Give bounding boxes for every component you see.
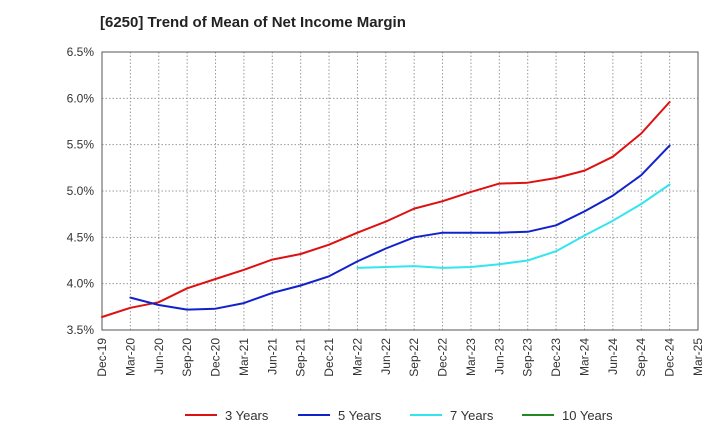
x-tick-label: Dec-23	[549, 338, 563, 377]
y-tick-label: 6.0%	[67, 91, 95, 105]
x-tick-label: Mar-22	[350, 338, 364, 376]
x-tick-label: Dec-21	[322, 338, 336, 377]
legend-label-7-years: 7 Years	[450, 408, 494, 423]
x-tick-label: Mar-25	[691, 338, 705, 376]
x-tick-label: Mar-20	[123, 338, 137, 376]
series-line-7-years	[356, 183, 671, 269]
series-layer	[101, 101, 671, 318]
axis-layer: 3.5% 4.0% 4.5% 5.0% 5.5% 6.0% 6.5% Dec-19 Mar-20…	[67, 45, 705, 377]
x-tick-label: Sep-20	[180, 338, 194, 377]
x-tick-label: Sep-22	[407, 338, 421, 377]
y-tick-label: 3.5%	[67, 323, 95, 337]
x-tick-label: Dec-19	[95, 338, 109, 377]
x-tick-label: Sep-23	[521, 338, 535, 377]
y-tick-label: 6.5%	[67, 45, 95, 59]
x-tick-label: Dec-24	[663, 338, 677, 377]
legend-label-5-years: 5 Years	[338, 408, 382, 423]
y-tick-label: 4.0%	[67, 277, 95, 291]
y-tick-label: 5.5%	[67, 138, 95, 152]
x-tick-label: Jun-20	[152, 338, 166, 375]
plot-frame	[101, 51, 699, 331]
x-tick-label: Jun-21	[265, 338, 279, 375]
grid-layer	[101, 51, 699, 331]
legend-label-10-years: 10 Years	[562, 408, 613, 423]
series-line-3-years	[101, 101, 671, 318]
x-tick-label: Mar-23	[464, 338, 478, 376]
legend: 3 Years 5 Years 7 Years 10 Years	[185, 408, 613, 423]
x-tick-label: Sep-24	[634, 338, 648, 377]
x-tick-label: Mar-24	[577, 338, 591, 376]
chart-title: [6250] Trend of Mean of Net Income Margi…	[100, 14, 406, 31]
x-tick-label: Jun-23	[492, 338, 506, 375]
legend-label-3-years: 3 Years	[225, 408, 269, 423]
x-tick-label: Dec-22	[436, 338, 450, 377]
x-tick-label: Jun-22	[379, 338, 393, 375]
y-tick-label: 5.0%	[67, 184, 95, 198]
x-tick-label: Jun-24	[606, 338, 620, 375]
x-tick-label: Dec-20	[209, 338, 223, 377]
series-line-5-years	[129, 144, 671, 311]
x-tick-label: Mar-21	[237, 338, 251, 376]
x-tick-label: Sep-21	[294, 338, 308, 377]
y-tick-label: 4.5%	[67, 230, 95, 244]
